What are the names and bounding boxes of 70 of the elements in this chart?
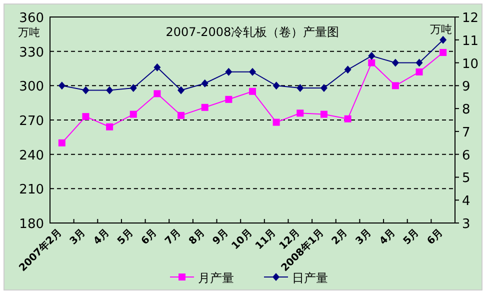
point [225,68,232,76]
point [58,139,66,146]
y-tick-label: 180 [19,217,44,232]
point [58,82,66,90]
point [178,112,185,119]
x-tick-label: 6月 [425,227,446,248]
text: 2007-2008冷轧板（卷）产量图 [166,25,340,39]
point [82,113,90,120]
x-tick-label: 11月 [254,227,278,252]
y2-tick-label: 6 [462,148,470,164]
point [416,68,423,76]
y-axis-title: 万吨 [18,26,40,39]
x-tick-label: 3月 [354,227,374,248]
y2-tick-label: 12 [462,11,479,26]
point [130,110,137,118]
x-tick-label: 6月 [140,227,160,248]
legend-label: 月产量 [198,271,234,285]
point [130,84,137,92]
point [272,118,280,126]
x-tick-label: 4月 [92,227,112,248]
point [344,115,352,122]
point [440,36,447,44]
y-tick-label: 270 [19,114,44,129]
y2-tick-label: 7 [462,125,470,140]
y2-tick-label: 3 [462,217,470,232]
point [106,86,114,94]
x-tick-label: 7月 [163,227,184,248]
point [368,59,376,66]
point [272,82,280,90]
y-tick-label: 330 [19,45,44,60]
x-tick-label: 3月 [68,227,88,248]
point [201,79,208,88]
point [320,110,328,118]
x-tick-label: 9月 [211,227,231,248]
point [296,110,304,117]
point [82,86,90,94]
y2-tick-label: 8 [462,102,470,118]
point [154,90,161,98]
y-tick-label: 210 [19,182,44,198]
x-tick-label: 4月 [378,227,398,248]
point [249,88,256,95]
y-tick-label: 300 [19,80,44,95]
point [392,58,399,67]
y2-tick-label: 9 [462,80,470,95]
point [201,104,208,111]
point [106,123,114,130]
point [225,96,232,103]
x-tick-label: 5月 [402,227,422,248]
point [344,66,352,74]
point [178,86,185,94]
x-tick-label: 10月 [230,227,255,252]
y2-tick-label: 11 [462,34,479,49]
point [440,48,447,56]
point [296,84,304,92]
point [320,84,328,92]
y-tick-label: 360 [19,11,44,26]
x-tick-label: 8月 [187,227,207,248]
point [368,52,376,60]
y-tick-label: 240 [19,148,44,164]
point [392,82,399,90]
point [249,68,256,76]
point [154,63,161,72]
y2-tick-label: 5 [462,171,470,186]
x-tick-label: 2月 [330,227,350,248]
legend-label: 日产量 [292,271,328,285]
x-tick-label: 5月 [116,227,136,248]
y2-tick-label: 10 [462,56,479,72]
point [416,58,423,67]
y2-axis-title: 万吨 [430,23,452,36]
y2-tick-label: 4 [462,194,470,210]
